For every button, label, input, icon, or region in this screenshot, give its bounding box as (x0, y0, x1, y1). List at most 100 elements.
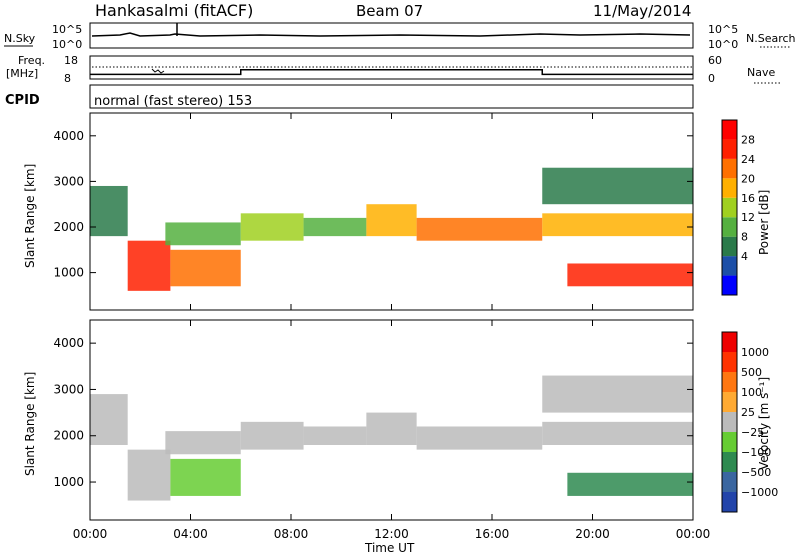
data-band (303, 217, 367, 237)
x-tick-label: 04:00 (173, 527, 208, 541)
colorbar-segment (722, 256, 737, 276)
x-tick-label: 00:00 (676, 527, 711, 541)
colorbar-segment (722, 452, 737, 472)
colorbar-tick-label: 28 (741, 133, 755, 146)
freq-trace (90, 69, 693, 76)
data-band (90, 185, 128, 237)
nave-tick-low: 0 (708, 72, 715, 85)
data-band (127, 449, 171, 501)
date-title: 11/May/2014 (593, 2, 691, 20)
velocity-colorbar: 1000 500 100 25 −25 −100 −500 −1000 (721, 331, 778, 513)
noise-right-tick-low: 10^0 (708, 38, 738, 51)
colorbar-tick-label: 500 (741, 366, 762, 379)
noise-right-label: N.Search (746, 32, 796, 45)
cpid-text: normal (fast stereo) 153 (94, 94, 252, 109)
colorbar-tick-label: −100 (741, 446, 771, 459)
data-band (165, 222, 241, 246)
data-band (170, 458, 241, 496)
power-colorbar-label: Power [dB] (757, 190, 771, 255)
data-band (366, 412, 417, 445)
power-yticks: 1000 2000 3000 4000 (53, 129, 693, 280)
station-title: Hankasalmi (fitACF) (95, 1, 253, 20)
y-tick-label: 3000 (53, 174, 84, 188)
data-band (240, 421, 304, 450)
colorbar-tick-label: 16 (741, 192, 755, 205)
data-band (90, 394, 128, 445)
colorbar-segment (722, 332, 737, 352)
freq-label-line2: [MHz] (6, 67, 38, 80)
cpid-frame (89, 84, 694, 109)
beam-title: Beam 07 (356, 2, 423, 20)
cpid-label: CPID (5, 93, 40, 108)
colorbar-segment (722, 372, 737, 392)
colorbar-segment (722, 217, 737, 237)
x-axis-title: Time UT (364, 541, 415, 554)
colorbar-tick-label: −1000 (741, 486, 778, 499)
colorbar-segment (722, 275, 737, 295)
velocity-panel: 1000 2000 3000 4000 Slant Range [km] 1000 50… (23, 319, 778, 521)
power-colorbar: 28 24 20 16 12 8 4 (721, 119, 755, 296)
data-band (542, 375, 693, 413)
colorbar-segment (722, 158, 737, 179)
velocity-colorbar-label: Velocity [m s⁻¹] (757, 377, 771, 470)
colorbar-tick-label: 12 (741, 211, 755, 224)
colorbar-segment (722, 432, 737, 452)
colorbar-segment (722, 197, 737, 218)
data-band (567, 472, 693, 496)
data-band (567, 263, 693, 287)
colorbar-segment (722, 120, 737, 140)
data-band (303, 426, 367, 445)
colorbar-tick-label: 25 (741, 406, 755, 419)
colorbar-segment (722, 352, 737, 372)
noise-right-tick-high: 10^5 (708, 23, 738, 36)
colorbar-tick-label: 1000 (741, 346, 769, 359)
noise-frame (89, 22, 694, 49)
colorbar-tick-label: 24 (741, 153, 755, 166)
x-tick-label: 16:00 (475, 527, 510, 541)
y-tick-label: 1000 (53, 266, 84, 280)
velocity-bands (90, 375, 693, 501)
data-band (416, 217, 543, 241)
cpid-row: CPID normal (fast stereo) 153 (5, 84, 694, 109)
y-tick-label: 4000 (53, 129, 84, 143)
colorbar-tick-label: −25 (741, 426, 764, 439)
colorbar-segment (722, 392, 737, 412)
colorbar-tick-label: 20 (741, 172, 755, 185)
y-tick-label: 3000 (53, 382, 84, 396)
freq-label-line1: Freq. (18, 54, 45, 67)
colorbar-segment (722, 139, 737, 159)
y-tick-label: 2000 (53, 220, 84, 234)
data-band (416, 426, 543, 450)
y-tick-label: 1000 (53, 475, 84, 489)
colorbar-segment (722, 492, 737, 512)
freq-frame (89, 55, 694, 80)
colorbar-segment (722, 236, 737, 257)
data-band (542, 421, 693, 445)
nave-tick-high: 60 (708, 54, 722, 67)
velocity-yticks: 1000 2000 3000 4000 (53, 336, 693, 489)
noise-left-tick-high: 10^5 (52, 23, 82, 36)
data-band (240, 213, 304, 241)
freq-panel: Freq. [MHz] 18 8 60 0 Nave (6, 54, 780, 85)
colorbar-tick-label: −500 (741, 466, 771, 479)
colorbar-frame (721, 119, 738, 296)
noise-panel: N.Sky 10^5 10^0 10^5 10^0 N.Search (4, 22, 796, 51)
x-tick-label: 08:00 (274, 527, 309, 541)
power-bands (90, 167, 693, 291)
noise-left-label: N.Sky (4, 32, 36, 45)
colorbar-tick-label: 100 (741, 386, 762, 399)
freq-tick-low: 8 (64, 72, 71, 85)
data-band (127, 240, 171, 291)
nave-label: Nave (747, 66, 775, 79)
colorbar-segment (722, 472, 737, 492)
data-band (542, 213, 693, 237)
data-band (542, 167, 693, 205)
colorbar-tick-label: 4 (741, 250, 748, 263)
colorbar-frame (721, 331, 738, 513)
freq-tick-high: 18 (64, 54, 78, 67)
colorbar-tick-label: 8 (741, 231, 748, 244)
noise-sky-trace (91, 32, 691, 37)
nave-blip (151, 68, 165, 74)
x-axis: 00:00 04:00 08:00 12:00 16:00 20:00 00:00 (73, 113, 711, 541)
